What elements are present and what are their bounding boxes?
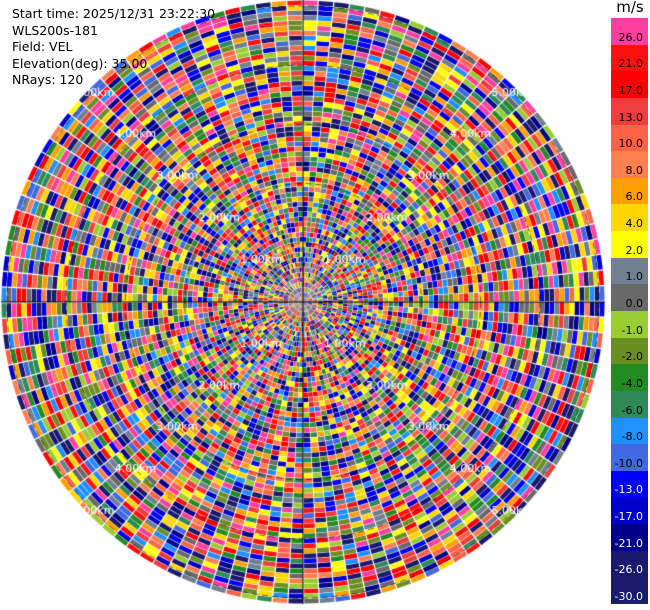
- colorbar-segment: 1.0: [611, 257, 648, 285]
- colorbar-tick-label: 4.0: [625, 217, 644, 231]
- colorbar-segment: -10.0: [611, 444, 648, 472]
- site-name-text: WLS200s-181: [12, 22, 98, 38]
- colorbar-segment: -13.0: [611, 470, 648, 498]
- colorbar-segment: 0.0: [611, 284, 648, 312]
- colorbar-tick-label: 8.0: [625, 163, 644, 177]
- colorbar-segment: 13.0: [611, 97, 648, 126]
- colorbar-tick-label: -26.0: [614, 563, 643, 577]
- colorbar-tick-label: -2.0: [621, 350, 643, 364]
- colorbar-segment: -17.0: [611, 497, 648, 525]
- colorbar-tick-label: -17.0: [614, 510, 643, 524]
- colorbar-segment: -4.0: [611, 364, 648, 392]
- colorbar-tick-label: 2.0: [625, 243, 644, 257]
- colorbar-segment: 17.0: [611, 71, 648, 99]
- colorbar-segment: -2.0: [611, 337, 648, 365]
- elevation-text: Elevation(deg): 35.00: [12, 55, 148, 71]
- colorbar-segment: 6.0: [611, 177, 648, 205]
- colorbar: 26.0 21.0 17.0 13.0 10.0 8.0 6.0 4.0 2.0 1.0 0.0 -1…: [611, 18, 648, 605]
- colorbar-tick-label: 13.0: [618, 110, 644, 124]
- colorbar-segment: -21.0: [611, 524, 648, 552]
- colorbar-tick-label: 6.0: [625, 190, 644, 204]
- colorbar-tick-label: -4.0: [621, 376, 643, 390]
- nrays-text: NRays: 120: [12, 72, 84, 87]
- colorbar-segment: 8.0: [611, 151, 648, 179]
- colorbar-tick-label: -10.0: [614, 456, 643, 470]
- colorbar-tick-label: 21.0: [618, 57, 644, 71]
- colorbar-tick-label: -8.0: [621, 430, 643, 444]
- info-block: Start time: 2025/12/31 23:22:30 WLS200s-…: [12, 6, 215, 89]
- colorbar-segment: 2.0: [611, 231, 648, 259]
- colorbar-segment: -1.0: [611, 311, 648, 339]
- colorbar-tick-label: -1.0: [621, 323, 643, 337]
- colorbar-segment: -30.0: [611, 577, 648, 605]
- colorbar-segment: -6.0: [611, 390, 648, 419]
- colorbar-segment: 10.0: [611, 124, 648, 152]
- colorbar-segment: 4.0: [611, 204, 648, 232]
- colorbar-tick-label: -13.0: [614, 483, 643, 497]
- colorbar-tick-label: 17.0: [618, 83, 644, 97]
- colorbar-segment: -26.0: [611, 550, 648, 578]
- colorbar-segment: 21.0: [611, 44, 648, 72]
- colorbar-unit: m/s: [616, 0, 644, 16]
- colorbar-tick-label: -30.0: [614, 589, 643, 603]
- colorbar-segment: -8.0: [611, 417, 648, 445]
- colorbar-tick-label: -21.0: [614, 536, 643, 550]
- colorbar-tick-label: 26.0: [618, 30, 644, 44]
- colorbar-tick-label: 0.0: [625, 296, 644, 310]
- colorbar-tick-label: -6.0: [621, 403, 643, 417]
- colorbar-segment: 26.0: [611, 18, 648, 46]
- colorbar-tick-label: 1.0: [625, 270, 644, 284]
- start-time-text: Start time: 2025/12/31 23:22:30: [12, 6, 216, 21]
- colorbar-tick-label: 10.0: [618, 137, 644, 151]
- field-text: Field: VEL: [12, 39, 73, 54]
